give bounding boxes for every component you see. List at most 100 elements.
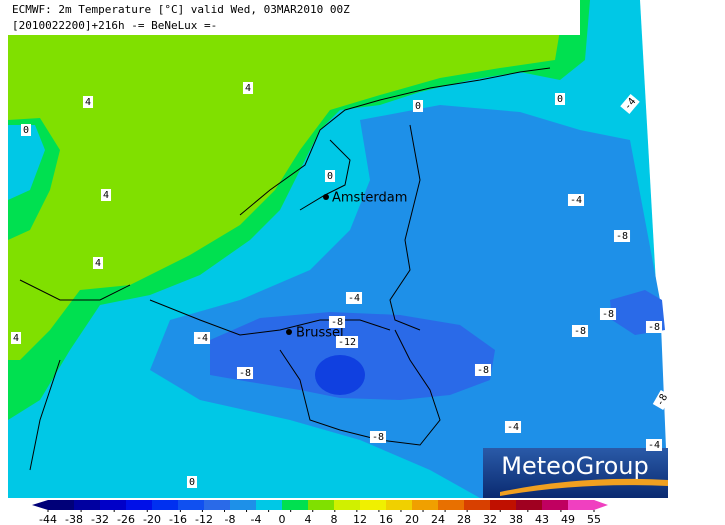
contour-bg: [20, 124, 32, 136]
colorbar-label: -20: [143, 513, 161, 525]
colorbar-segment: [464, 500, 491, 510]
colorbar-label: -26: [117, 513, 135, 525]
contour-text: -12: [338, 337, 356, 348]
city-label: Brussel: [296, 326, 344, 341]
contour-bg: [567, 194, 585, 206]
contour-bg: [554, 93, 566, 105]
colorbar-segment: [48, 500, 75, 510]
colorbar-label: 28: [457, 513, 471, 525]
colorbar-label: 32: [483, 513, 497, 525]
colorbar-arrow: [32, 500, 48, 510]
header-line: ECMWF: 2m Temperature [°C] valid Wed, 03…: [12, 3, 350, 16]
city-dot: [323, 194, 329, 200]
colorbar-label: -8: [225, 513, 236, 525]
colorbar-label: 12: [353, 513, 367, 525]
contour-label: 4: [82, 96, 94, 108]
contour-label: 4: [100, 189, 112, 201]
colorbar-segment: [282, 500, 309, 510]
contour-label: 0: [186, 476, 198, 488]
colorbar-segment: [360, 500, 387, 510]
contour-label: -8: [571, 325, 589, 337]
contour-text: -8: [372, 432, 384, 443]
contour-bg: [10, 332, 22, 344]
colorbar-label: 43: [535, 513, 549, 525]
colorbar-segment: [308, 500, 335, 510]
contour-text: -4: [648, 440, 660, 451]
contour-label: 0: [324, 170, 336, 182]
contour-label: 4: [242, 82, 254, 94]
colorbar-segment: [100, 500, 127, 510]
colorbar-label: 38: [509, 513, 523, 525]
contour-text: 4: [245, 83, 251, 94]
map: [8, 0, 668, 498]
colorbar-label: 4: [305, 513, 312, 525]
colorbar-segment: [438, 500, 465, 510]
colorbar-arrow: [594, 500, 608, 510]
contour-bg: [504, 421, 522, 433]
colorbar-label: -12: [195, 513, 213, 525]
contour-text: -4: [507, 422, 519, 433]
contour-label: -8: [474, 364, 492, 376]
contour-label: 4: [92, 257, 104, 269]
contour-label: -8: [236, 367, 254, 379]
contour-label: 0: [20, 124, 32, 136]
colorbar-segment: [490, 500, 517, 510]
colorbar-label: 55: [587, 513, 601, 525]
contour-bg: [236, 367, 254, 379]
colorbar-segment: [516, 500, 543, 510]
contour-label: -4: [504, 421, 522, 433]
contour-text: -8: [239, 368, 251, 379]
colorbar-label: 49: [561, 513, 575, 525]
contour-label: -8: [645, 321, 663, 333]
colorbar-label: 16: [379, 513, 393, 525]
contour-bg: [645, 321, 663, 333]
colorbar-segment: [412, 500, 439, 510]
contour-text: -4: [348, 293, 360, 304]
contour-label: -12: [335, 336, 359, 348]
logo: MeteoGroup: [483, 448, 668, 498]
colorbar-segment: [542, 500, 569, 510]
colorbar-label: -38: [65, 513, 83, 525]
header-box: [8, 0, 580, 35]
contour-text: -4: [196, 333, 208, 344]
contour-label: -4: [645, 439, 663, 451]
contour-text: 4: [13, 333, 19, 344]
contour-label: 4: [10, 332, 22, 344]
colorbar-segment: [74, 500, 101, 510]
colorbar-label: -16: [169, 513, 187, 525]
contour-bg: [186, 476, 198, 488]
colorbar-segment: [126, 500, 153, 510]
contour-bg: [599, 308, 617, 320]
contour-label: -8: [599, 308, 617, 320]
contour-bg: [412, 100, 424, 112]
colorbar-segment: [204, 500, 231, 510]
contour-text: 4: [103, 190, 109, 201]
contour-text: -8: [477, 365, 489, 376]
contour-bg: [193, 332, 211, 344]
contour-bg: [100, 189, 112, 201]
colorbar-segment: [386, 500, 413, 510]
contour-bg: [82, 96, 94, 108]
contour-label: -8: [328, 316, 346, 328]
contour-bg: [324, 170, 336, 182]
colorbar-label: 20: [405, 513, 419, 525]
contour-label: 0: [412, 100, 424, 112]
contour-bg: [645, 439, 663, 451]
city-dot: [286, 329, 292, 335]
contour-bg: [571, 325, 589, 337]
contour-text: -8: [616, 231, 628, 242]
contour-label: -8: [613, 230, 631, 242]
colorbar-segment: [230, 500, 257, 510]
contour-text: 0: [327, 171, 333, 182]
contour-label: 0: [554, 93, 566, 105]
contour-label: -4: [193, 332, 211, 344]
contour-text: 4: [95, 258, 101, 269]
contour-label: -4: [567, 194, 585, 206]
colorbar-segment: [256, 500, 283, 510]
colorbar-label: 8: [331, 513, 338, 525]
contour-bg: [474, 364, 492, 376]
contour-bg: [242, 82, 254, 94]
contour-bg: [345, 292, 363, 304]
contour-text: -8: [574, 326, 586, 337]
